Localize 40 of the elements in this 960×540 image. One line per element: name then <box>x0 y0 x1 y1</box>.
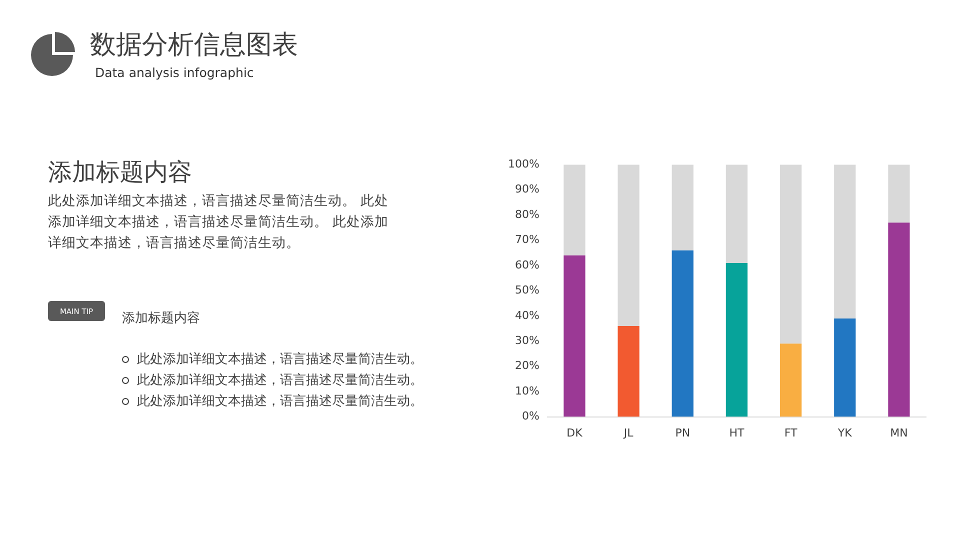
y-tick-label: 10% <box>514 384 540 398</box>
bar <box>780 164 802 344</box>
text: 此处添加详细文本描述，语言描述尽量简洁生动。 此处添加详细文本描述，语言描述尽量简洁生动。 此处添加详细文本描述，语言描述尽量简洁生动。 <box>48 192 390 253</box>
y-tick-label: 70% <box>514 233 540 246</box>
bar <box>564 164 586 256</box>
bar <box>834 318 856 417</box>
x-tick-label: JL <box>622 426 634 440</box>
x-tick-label: MN <box>890 426 908 440</box>
x-tick-label: FT <box>784 426 798 440</box>
y-tick-label: 60% <box>514 258 540 272</box>
y-tick-label: 20% <box>514 359 540 372</box>
y-tick-label: 80% <box>514 208 540 221</box>
y-tick-label: 30% <box>514 334 540 347</box>
text: 数据分析信息图表 <box>90 29 298 62</box>
y-tick-label: 0% <box>522 410 540 423</box>
bar <box>564 255 586 417</box>
bar <box>672 164 694 250</box>
x-tick-label: YK <box>836 426 853 440</box>
bar <box>780 344 802 417</box>
text: 添加标题内容 <box>48 157 192 188</box>
y-tick-label: 100% <box>508 157 540 170</box>
bar <box>672 250 694 417</box>
bar <box>726 164 748 263</box>
bar <box>834 164 856 318</box>
y-tick-label: 40% <box>514 308 540 322</box>
text: 此处添加详细文本描述，语言描述尽量简洁生动。 <box>137 351 423 368</box>
bar <box>618 326 640 417</box>
bar <box>888 222 910 417</box>
text: 此处添加详细文本描述，语言描述尽量简洁生动。 <box>137 372 423 389</box>
bar <box>618 164 640 326</box>
y-tick-label: 90% <box>514 182 540 196</box>
bar <box>888 164 910 223</box>
text: Data analysis infographic <box>95 65 254 80</box>
text: 此处添加详细文本描述，语言描述尽量简洁生动。 <box>137 393 423 410</box>
x-tick-label: PN <box>675 426 690 440</box>
bar <box>726 262 748 417</box>
y-tick-label: 50% <box>514 284 540 297</box>
x-tick-label: HT <box>729 426 744 440</box>
x-tick-label: DK <box>566 426 584 440</box>
text: 添加标题内容 <box>122 310 200 327</box>
